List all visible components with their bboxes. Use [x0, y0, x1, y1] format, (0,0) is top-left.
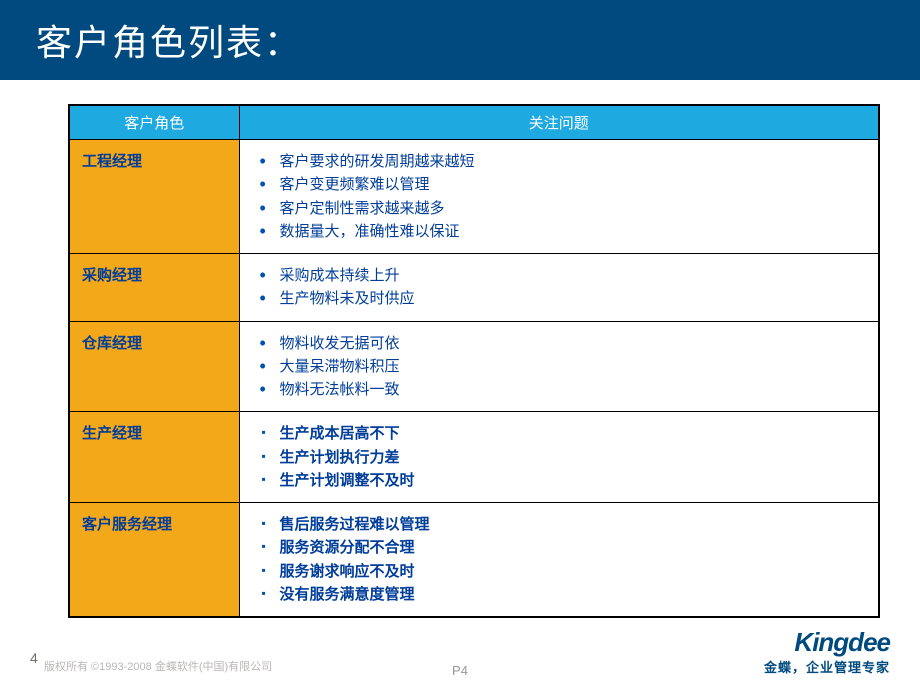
page-number-center: P4 — [452, 663, 468, 678]
issues-cell: 采购成本持续上升 生产物料未及时供应 — [239, 254, 879, 322]
table-row: 仓库经理 物料收发无据可依 大量呆滞物料积压 物料无法帐料一致 — [69, 321, 879, 412]
role-cell: 客户服务经理 — [69, 503, 239, 618]
issue-item: 大量呆滞物料积压 — [280, 355, 867, 378]
issues-cell: 生产成本居高不下 生产计划执行力差 生产计划调整不及时 — [239, 412, 879, 503]
header-role: 客户角色 — [69, 105, 239, 140]
role-cell: 工程经理 — [69, 140, 239, 254]
issues-cell: 售后服务过程难以管理 服务资源分配不合理 服务谢求响应不及时 没有服务满意度管理 — [239, 503, 879, 618]
issue-item: 没有服务满意度管理 — [280, 583, 867, 606]
issue-item: 客户变更频繁难以管理 — [280, 173, 867, 196]
table-row: 生产经理 生产成本居高不下 生产计划执行力差 生产计划调整不及时 — [69, 412, 879, 503]
copyright-text: 版权所有 ©1993-2008 金蝶软件(中国)有限公司 — [44, 658, 272, 674]
table-body: 工程经理 客户要求的研发周期越来越短 客户变更频繁难以管理 客户定制性需求越来越… — [69, 140, 879, 618]
issue-item: 采购成本持续上升 — [280, 264, 867, 287]
title-bar: 客户角色列表： — [0, 0, 920, 80]
issue-item: 物料无法帐料一致 — [280, 378, 867, 401]
brand-tagline: 金蝶，企业管理专家 — [764, 657, 890, 676]
header-issue: 关注问题 — [239, 105, 879, 140]
role-cell: 生产经理 — [69, 412, 239, 503]
issue-item: 生产计划执行力差 — [280, 446, 867, 469]
brand-logo: Kingdee — [764, 629, 890, 655]
issues-cell: 物料收发无据可依 大量呆滞物料积压 物料无法帐料一致 — [239, 321, 879, 412]
table-row: 工程经理 客户要求的研发周期越来越短 客户变更频繁难以管理 客户定制性需求越来越… — [69, 140, 879, 254]
footer: 4 版权所有 ©1993-2008 金蝶软件(中国)有限公司 P4 Kingde… — [0, 630, 920, 680]
issue-item: 生产计划调整不及时 — [280, 469, 867, 492]
issue-item: 数据量大，准确性难以保证 — [280, 220, 867, 243]
roles-table: 客户角色 关注问题 工程经理 客户要求的研发周期越来越短 客户变更频繁难以管理 … — [68, 104, 880, 618]
brand-block: Kingdee 金蝶，企业管理专家 — [764, 629, 890, 676]
table-row: 客户服务经理 售后服务过程难以管理 服务资源分配不合理 服务谢求响应不及时 没有… — [69, 503, 879, 618]
slide-title: 客户角色列表： — [36, 14, 302, 66]
page-number-left: 4 — [30, 650, 38, 666]
issue-item: 服务谢求响应不及时 — [280, 560, 867, 583]
table-row: 采购经理 采购成本持续上升 生产物料未及时供应 — [69, 254, 879, 322]
issue-item: 服务资源分配不合理 — [280, 536, 867, 559]
issue-item: 生产成本居高不下 — [280, 422, 867, 445]
role-cell: 采购经理 — [69, 254, 239, 322]
content-area: 客户角色 关注问题 工程经理 客户要求的研发周期越来越短 客户变更频繁难以管理 … — [0, 80, 920, 618]
issue-item: 客户定制性需求越来越多 — [280, 197, 867, 220]
issue-item: 售后服务过程难以管理 — [280, 513, 867, 536]
role-cell: 仓库经理 — [69, 321, 239, 412]
issue-item: 物料收发无据可依 — [280, 332, 867, 355]
issue-item: 生产物料未及时供应 — [280, 287, 867, 310]
issues-cell: 客户要求的研发周期越来越短 客户变更频繁难以管理 客户定制性需求越来越多 数据量… — [239, 140, 879, 254]
issue-item: 客户要求的研发周期越来越短 — [280, 150, 867, 173]
